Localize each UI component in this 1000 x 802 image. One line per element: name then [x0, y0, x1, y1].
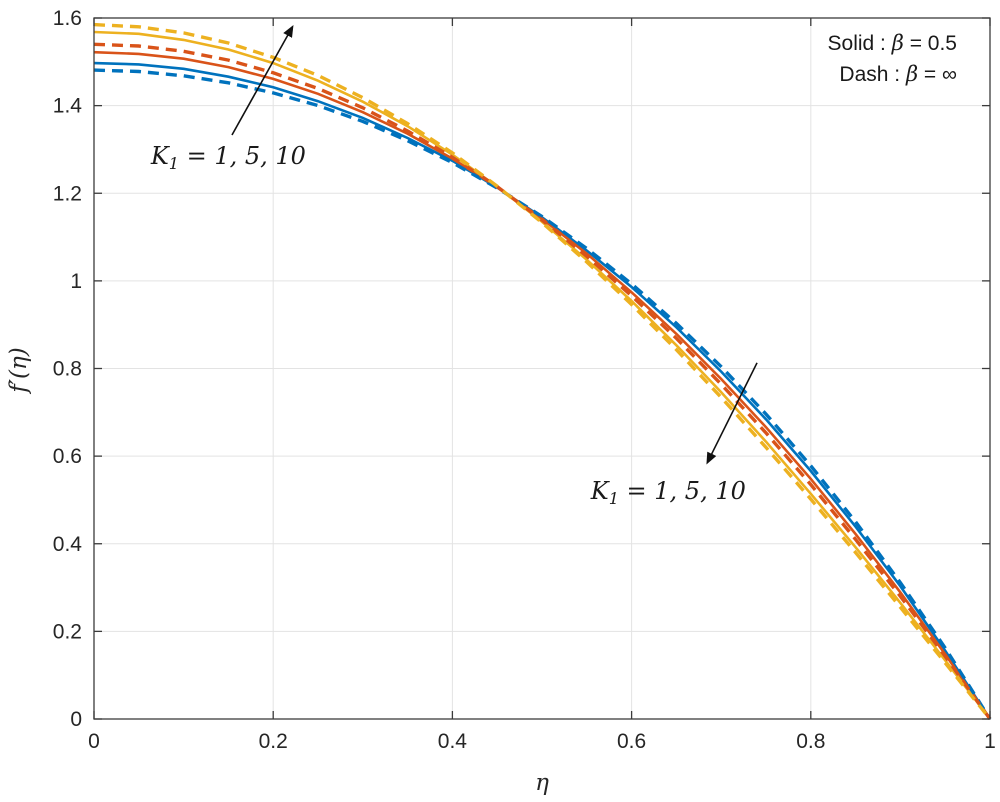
x-tick-label: 0.4 — [438, 730, 468, 753]
y-axis-label: f′(η) — [6, 347, 32, 394]
y-tick-label: 1.6 — [53, 7, 82, 30]
curve-k1-5-beta-inf — [93, 42, 992, 720]
legend-line: Dash : β = ∞ — [839, 62, 957, 86]
y-tick-label: 0.8 — [53, 358, 82, 381]
y-tick-label: 1 — [70, 270, 82, 293]
gridlines — [94, 18, 990, 719]
x-tick-label: 0.8 — [796, 730, 825, 753]
curve-k1-10-beta-inf — [93, 22, 992, 721]
axes-frame — [93, 17, 991, 720]
data-curves — [93, 22, 992, 721]
tick-labels: 0 0.2 0.4 0.6 0.8 1 0 0.2 0.4 0.6 0.8 1 1.2 1.4 1.6 — [53, 7, 996, 753]
x-tick-label: 0 — [88, 730, 100, 753]
y-tick-label: 0 — [70, 708, 82, 731]
legend: Solid : β = 0.5 Dash : β = ∞ — [828, 31, 958, 86]
x-tick-label: 0.6 — [617, 730, 646, 753]
x-axis-label: η — [535, 770, 549, 796]
annotation-arrow — [706, 362, 758, 465]
annotations: K1 = 1, 5, 10 K1 = 1, 5, 10 — [150, 25, 758, 508]
legend-line: Solid : β = 0.5 — [828, 31, 957, 55]
annotation-text: K1 = 1, 5, 10 — [590, 477, 746, 508]
y-tick-label: 0.2 — [53, 620, 82, 643]
annotation-text: K1 = 1, 5, 10 — [150, 142, 306, 173]
y-tick-label: 1.2 — [53, 182, 82, 205]
annotation-arrow — [231, 25, 294, 136]
curve-k1-1-beta-inf — [93, 68, 992, 720]
y-tick-label: 0.6 — [53, 445, 82, 468]
y-tick-label: 0.4 — [53, 533, 83, 556]
curve-k1-10-beta-0-5 — [93, 30, 992, 720]
x-tick-label: 1 — [984, 730, 996, 753]
y-tick-label: 1.4 — [53, 95, 83, 118]
x-tick-label: 0.2 — [259, 730, 288, 753]
